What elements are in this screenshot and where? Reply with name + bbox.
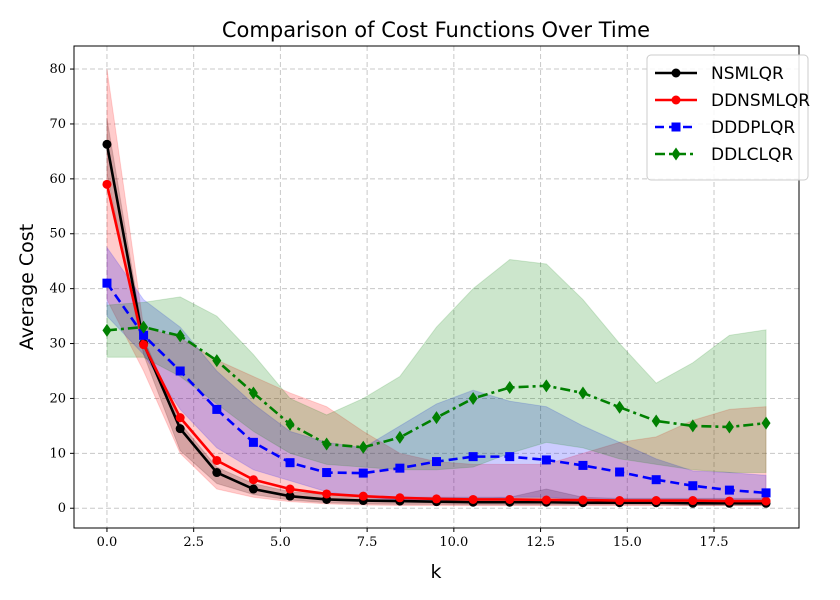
x-tick-label: 2.5 (183, 535, 204, 550)
ddlclqr-point (541, 379, 551, 393)
ddlclqr-point (285, 417, 295, 431)
ddlclqr-point (395, 430, 405, 444)
ddnsmlqr-point (248, 475, 258, 485)
legend-box (646, 54, 809, 181)
dddplqr-point (102, 278, 112, 288)
dddplqr-point (285, 458, 295, 468)
ddlclqr-point (688, 419, 698, 433)
ddnsmlqr-point (285, 484, 295, 494)
dddplqr-point (505, 452, 515, 462)
dddplqr-point (395, 463, 405, 473)
dddplqr-point (248, 437, 258, 447)
ddlclqr-point (358, 440, 368, 454)
ddlclqr-point (615, 400, 625, 414)
ddlclqr-point (468, 391, 478, 405)
dddplqr-point (175, 366, 185, 376)
nsmlqr-point (671, 68, 681, 78)
dddplqr-point (139, 330, 149, 340)
dddplqr-point (432, 457, 441, 467)
dddplqr-point (724, 485, 734, 495)
ddnsmlqr-point (212, 455, 222, 465)
dddplqr-point (615, 467, 625, 477)
nsmlqr-point (285, 491, 295, 501)
legend-label: NSMLQR (711, 64, 784, 84)
ddnsmlqr-point (724, 496, 734, 506)
x-tick-label: 17.5 (700, 535, 729, 550)
y-axis-label: Average Cost (16, 224, 38, 350)
x-tick-label: 12.5 (526, 535, 555, 550)
ddnsmlqr-point (468, 494, 478, 504)
ddlclqr-point (212, 354, 222, 368)
y-tick-label: 10 (49, 446, 66, 461)
ddlclqr-point (671, 147, 681, 161)
nsmlqr-point (248, 484, 258, 494)
nsmlqr-point (175, 424, 185, 434)
ddlclqr-band (106, 259, 767, 474)
y-tick-label: 40 (49, 282, 66, 297)
chart-title: Comparison of Cost Functions Over Time (222, 18, 650, 42)
ddlclqr-point (505, 380, 515, 394)
x-tick-label: 10.0 (439, 535, 468, 550)
ddlclqr-point (432, 411, 441, 425)
ddlclqr-point (139, 320, 149, 334)
ddnsmlqr-point (615, 496, 625, 506)
ddlclqr-point (578, 386, 588, 400)
dddplqr-point (671, 122, 681, 132)
nsmlqr-point (102, 139, 112, 149)
ddlclqr-point (175, 329, 185, 343)
ddnsmlqr-point (432, 494, 441, 504)
dddplqr-point (688, 481, 698, 491)
dddplqr-point (541, 455, 551, 465)
legend-label: DDLCLQR (711, 145, 793, 165)
ddnsmlqr-point (175, 413, 185, 423)
x-tick-label: 0.0 (97, 535, 118, 550)
ddlclqr-point (322, 437, 332, 451)
y-tick-label: 60 (49, 172, 66, 187)
dddplqr-point (578, 460, 588, 470)
ddnsmlqr-point (358, 491, 368, 501)
y-tick-label: 70 (49, 117, 66, 132)
ddnsmlqr-point (761, 496, 771, 506)
y-tick-label: 20 (49, 391, 66, 406)
ddnsmlqr-point (139, 340, 149, 350)
nsmlqr-point (212, 468, 222, 478)
ddnsmlqr-point (322, 489, 332, 499)
dddplqr-point (468, 452, 478, 462)
legend: NSMLQR DDNSMLQR DDDPLQR DDLCLQR (646, 54, 810, 181)
ddnsmlqr-point (102, 179, 112, 189)
ddnsmlqr-point (688, 496, 698, 506)
ddlclqr-point (248, 386, 258, 400)
y-tick-label: 30 (49, 337, 66, 352)
ddlclqr-point (651, 414, 661, 428)
x-axis-label: k (430, 561, 441, 583)
ddnsmlqr-point (395, 493, 405, 503)
ddlclqr-point (724, 420, 734, 434)
x-tick-label: 15.0 (613, 535, 642, 550)
ddnsmlqr-point (671, 95, 681, 105)
ddnsmlqr-point (651, 496, 661, 506)
ddlclqr-point (761, 416, 771, 430)
dddplqr-point (322, 468, 332, 478)
legend-label: DDNSMLQR (711, 91, 810, 111)
ddlclqr-point (102, 323, 112, 337)
dddplqr-point (212, 404, 222, 414)
ddnsmlqr-point (578, 495, 588, 505)
ddnsmlqr-point (541, 495, 551, 505)
y-tick-label: 80 (49, 62, 66, 77)
dddplqr-point (651, 475, 661, 485)
x-tick-label: 5.0 (270, 535, 291, 550)
x-tick-label: 7.5 (357, 535, 378, 550)
dddplqr-point (358, 468, 368, 478)
ddnsmlqr-point (505, 494, 515, 504)
plot-frame (73, 45, 800, 529)
y-tick-label: 50 (49, 227, 66, 242)
legend-label: DDDPLQR (711, 118, 795, 138)
dddplqr-point (761, 488, 771, 498)
y-tick-label: 0 (58, 501, 66, 516)
